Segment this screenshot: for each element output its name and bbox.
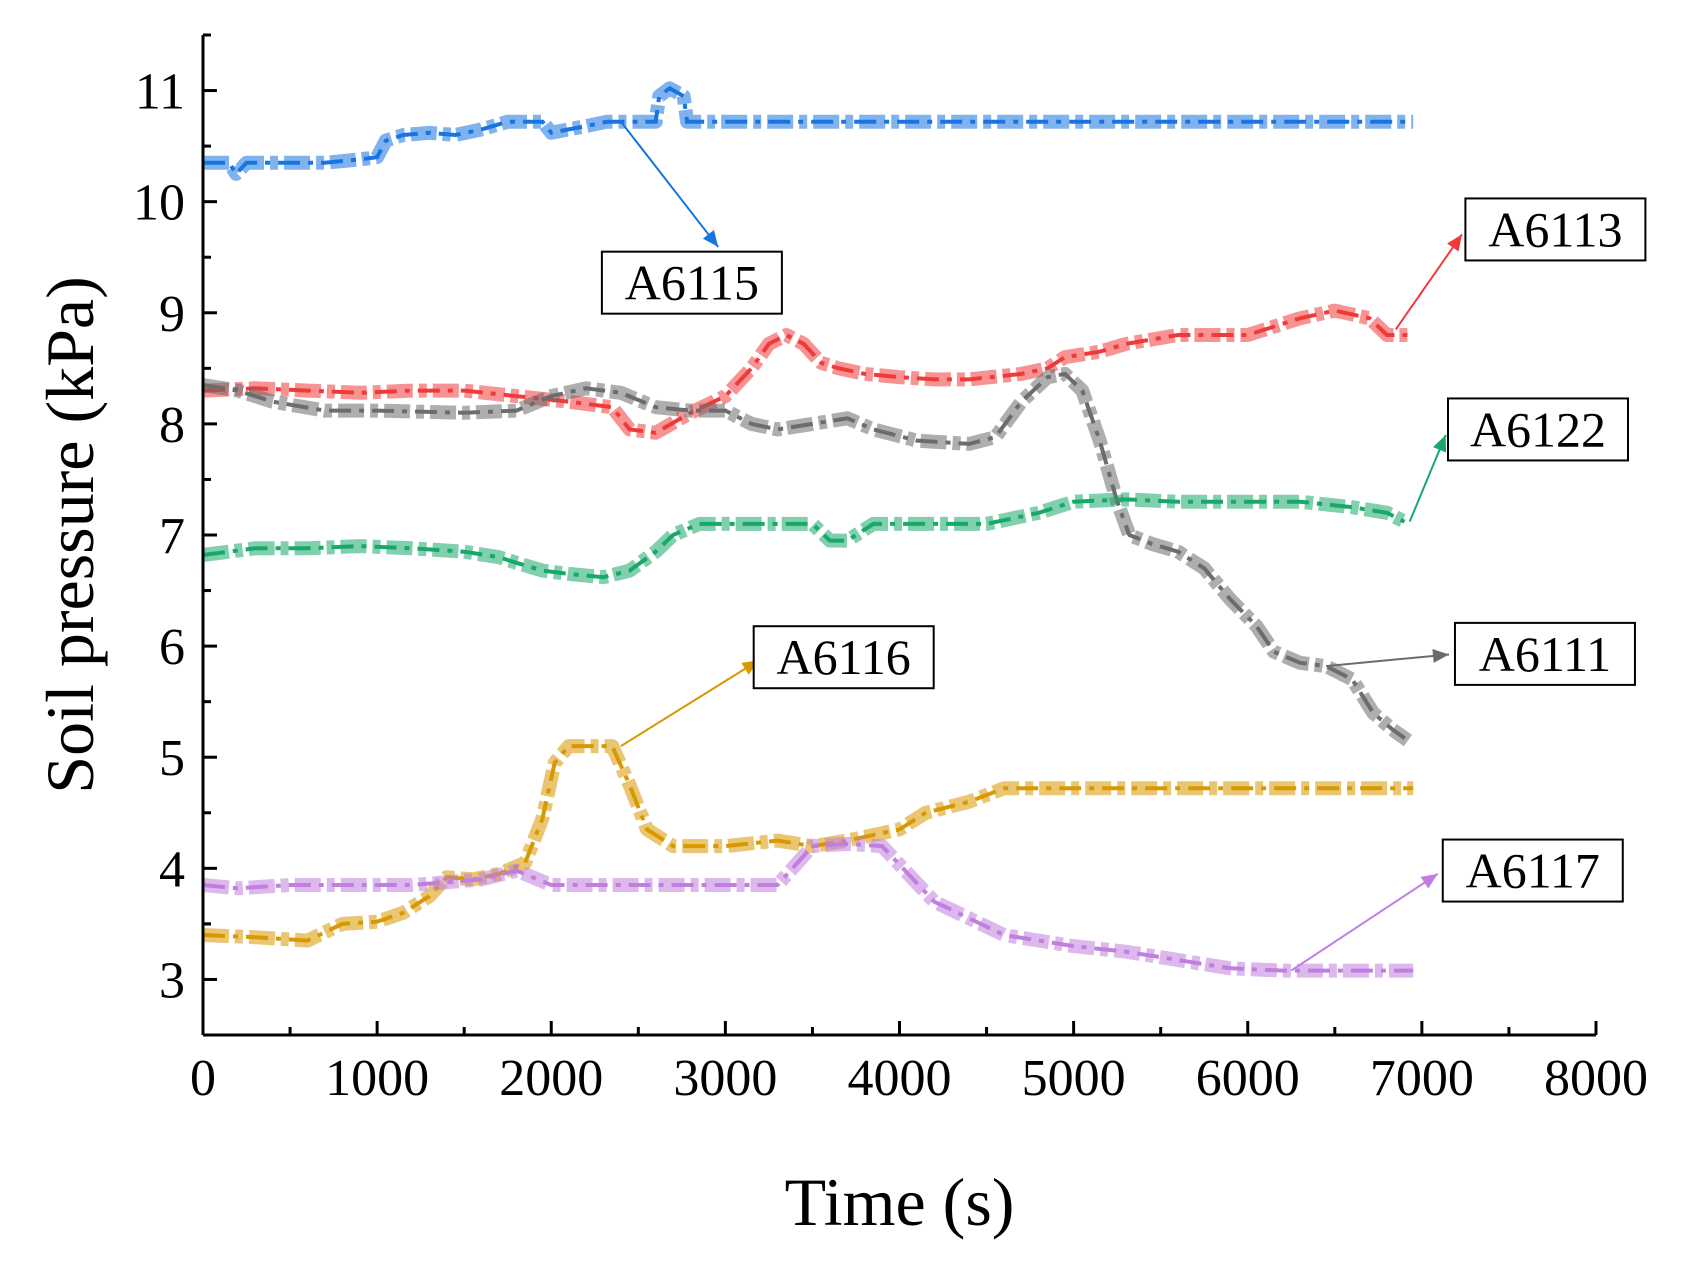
label-arrow-line xyxy=(1290,873,1439,972)
series-labels: A6115 A6113 A6111 A6122 A6116 A6117 xyxy=(600,121,1647,972)
x-tick-label: 4000 xyxy=(848,1050,952,1107)
y-tick-label: 3 xyxy=(159,952,185,1009)
y-tick-label: 8 xyxy=(159,397,185,454)
series-line-A6116 xyxy=(202,744,1414,943)
y-tick-label: 6 xyxy=(159,619,185,676)
label-arrow-head xyxy=(1447,234,1462,252)
label-box xyxy=(752,625,935,690)
series-line-A6117 xyxy=(202,841,1414,973)
x-tick-label: 5000 xyxy=(1022,1050,1126,1107)
series-band-A6117 xyxy=(202,836,1414,978)
series-label-A6115: A6115 xyxy=(600,121,783,315)
label-text: A6111 xyxy=(1479,626,1611,682)
label-arrow-head xyxy=(1432,648,1449,663)
x-tick-label: 0 xyxy=(190,1050,216,1107)
x-tick-label: 3000 xyxy=(673,1050,777,1107)
label-box xyxy=(600,250,783,315)
y-tick-label: 9 xyxy=(159,286,185,343)
series-line-A6111 xyxy=(202,371,1410,743)
label-arrow-head xyxy=(1420,873,1438,889)
series-label-A6116: A6116 xyxy=(620,625,935,747)
series-line-A6113 xyxy=(202,308,1414,435)
y-axis-title: Soil pressure (kPa) xyxy=(32,276,108,793)
y-tick-label: 4 xyxy=(159,841,185,898)
series-layer xyxy=(201,81,1414,978)
x-tick-label: 7000 xyxy=(1370,1050,1474,1107)
series-label-A6117: A6117 xyxy=(1290,838,1624,972)
label-text: A6117 xyxy=(1466,843,1600,899)
series-label-A6111: A6111 xyxy=(1326,621,1636,686)
series-band-A6115 xyxy=(203,81,1414,181)
x-tick-label: 6000 xyxy=(1196,1050,1300,1107)
label-arrow-line xyxy=(1394,233,1463,331)
label-arrow-line xyxy=(1326,653,1450,668)
y-tick-label: 10 xyxy=(133,175,185,232)
series-label-A6122: A6122 xyxy=(1408,397,1629,523)
series-line-A6122 xyxy=(202,497,1406,580)
x-axis-title: Time (s) xyxy=(785,1164,1015,1240)
y-tick-label: 7 xyxy=(159,508,185,565)
label-box xyxy=(1453,621,1636,686)
label-arrow-line xyxy=(620,121,720,248)
label-arrow-head xyxy=(1433,434,1447,453)
label-text: A6115 xyxy=(625,255,759,311)
x-tick-label: 8000 xyxy=(1544,1050,1648,1107)
ticks: 0 1000 2000 3000 4000 5000 6000 7000 8000 3 4 5 6 7 8 9… xyxy=(133,33,1648,1107)
label-text: A6113 xyxy=(1488,201,1622,257)
y-tick-label: 11 xyxy=(135,64,185,121)
x-tick-label: 2000 xyxy=(499,1050,603,1107)
series-band-A6113 xyxy=(202,303,1414,440)
series-label-A6113: A6113 xyxy=(1394,197,1647,331)
series-line-A6115 xyxy=(203,85,1414,178)
y-tick-label: 5 xyxy=(159,730,185,787)
label-arrow-head xyxy=(702,229,719,247)
label-text: A6116 xyxy=(777,629,911,685)
label-box xyxy=(1446,397,1629,462)
label-arrow-line xyxy=(620,659,760,747)
label-box xyxy=(1464,197,1647,262)
series-band-A6122 xyxy=(202,492,1408,585)
label-box xyxy=(1441,838,1624,903)
label-text: A6122 xyxy=(1470,401,1606,457)
x-tick-label: 1000 xyxy=(325,1050,429,1107)
